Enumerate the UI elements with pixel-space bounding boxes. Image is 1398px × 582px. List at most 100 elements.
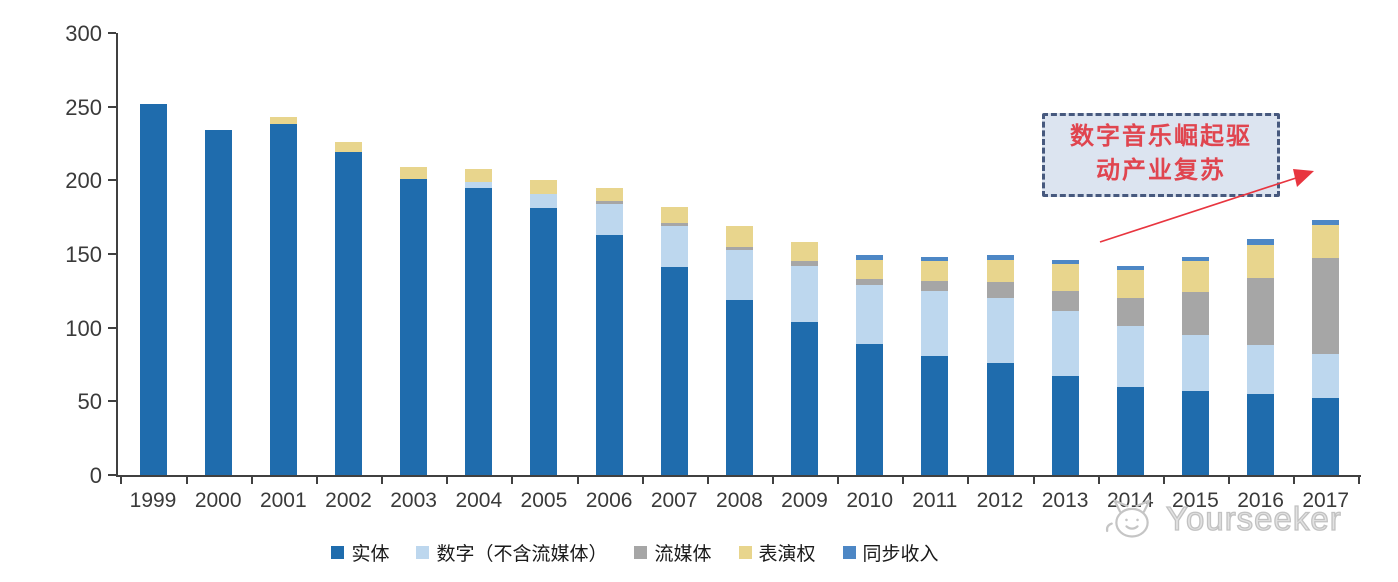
- bar-segment-2009: [791, 266, 818, 322]
- bar-segment-2007: [660, 267, 688, 475]
- x-tick-label: 2001: [259, 489, 307, 512]
- x-tick-label: 2016: [1237, 489, 1284, 512]
- bar-segment-2008: [725, 226, 753, 247]
- bar-segment-2016: [1247, 345, 1275, 394]
- bar-segment-2000: [204, 130, 232, 475]
- bar-segment-2016: [1247, 239, 1275, 245]
- bar-segment-2017: [1312, 354, 1340, 398]
- bar-segment-2009: [791, 242, 818, 261]
- bar-segment-2004: [465, 169, 493, 182]
- x-tick-label: 2010: [846, 489, 894, 512]
- y-tick-label: 50: [77, 389, 102, 415]
- bar-segment-2014: [1116, 326, 1144, 387]
- bar-segment-2010: [856, 260, 884, 279]
- y-tick-mark: [108, 326, 116, 329]
- legend-label: 实体: [351, 544, 390, 565]
- bar-segment-2013: [1051, 291, 1079, 311]
- x-tick-mark: [1293, 475, 1296, 484]
- y-tick-mark: [108, 179, 116, 182]
- bar-segment-2011: [921, 356, 949, 475]
- watermark-logo-icon: [1105, 499, 1151, 538]
- legend-swatch-icon: [634, 546, 648, 559]
- bar-segment-2011: [921, 291, 949, 356]
- legend-item: 流媒体: [634, 539, 712, 566]
- bar-segment-2010: [856, 279, 884, 285]
- bar-segment-2012: [986, 282, 1014, 298]
- bar-segment-2016: [1247, 394, 1275, 475]
- x-tick-mark: [641, 475, 644, 484]
- bar-segment-2012: [986, 298, 1014, 363]
- bar-segment-2016: [1247, 278, 1275, 345]
- bar-segment-2004: [465, 188, 493, 475]
- bar-segment-2003: [400, 167, 428, 179]
- x-tick-mark: [837, 475, 840, 484]
- x-tick-label: 2014: [1106, 489, 1154, 512]
- legend-label: 流媒体: [654, 544, 712, 565]
- bar-segment-2008: [725, 250, 753, 300]
- x-tick-mark: [1228, 475, 1230, 484]
- y-tick-label: 100: [65, 315, 102, 341]
- bar-segment-2011: [921, 261, 949, 281]
- bar-segment-2014: [1116, 266, 1144, 270]
- legend-swatch-icon: [416, 546, 430, 559]
- bar-segment-2013: [1051, 311, 1079, 376]
- bar-segment-2001: [269, 117, 297, 124]
- x-tick-mark: [381, 475, 383, 484]
- bar-segment-2010: [856, 285, 884, 344]
- y-tick-mark: [108, 32, 116, 34]
- x-tick-label: 2017: [1302, 489, 1350, 512]
- bar-segment-2013: [1051, 376, 1079, 475]
- bar-segment-2005: [530, 180, 558, 194]
- legend-swatch-icon: [738, 546, 752, 559]
- bar-segment-2012: [986, 260, 1014, 282]
- legend-item: 数字（不含流媒体）: [416, 539, 607, 566]
- x-axis: [116, 475, 1361, 477]
- bar-segment-2007: [660, 207, 688, 223]
- y-tick-label: 150: [65, 242, 102, 267]
- x-tick-label: 2009: [781, 489, 828, 512]
- x-tick-label: 2004: [455, 489, 503, 512]
- bar-segment-2002: [335, 152, 362, 475]
- bar-segment-2015: [1181, 335, 1209, 391]
- bar-segment-2017: [1312, 258, 1340, 354]
- bar-segment-2006: [595, 204, 623, 235]
- bar-segment-2015: [1181, 261, 1209, 292]
- bar-segment-2003: [400, 179, 428, 475]
- bar-segment-2011: [921, 257, 949, 261]
- legend-label: 同步收入: [862, 544, 939, 565]
- x-tick-mark: [967, 475, 970, 484]
- x-tick-label: 2000: [194, 489, 242, 512]
- bar-segment-2012: [986, 255, 1014, 260]
- legend-swatch-icon: [331, 546, 345, 559]
- x-tick-mark: [771, 475, 774, 484]
- annotation-text-line1: 数字音乐崛起驱: [1070, 124, 1252, 151]
- x-tick-label: 2008: [716, 489, 763, 512]
- y-tick-label: 250: [65, 94, 102, 120]
- bar-segment-2010: [856, 344, 884, 475]
- y-axis: [116, 33, 118, 477]
- annotation-box: 数字音乐崛起驱 动产业复苏: [1042, 113, 1280, 197]
- bar-segment-2015: [1181, 292, 1209, 335]
- bar-segment-2006: [595, 201, 623, 204]
- x-tick-mark: [250, 475, 253, 484]
- bar-segment-2017: [1312, 220, 1340, 225]
- bar-segment-2009: [791, 322, 818, 475]
- bar-segment-2004: [465, 182, 493, 188]
- y-tick-mark: [108, 253, 116, 255]
- bar-segment-1999: [139, 104, 167, 475]
- x-tick-label: 2013: [1041, 489, 1089, 512]
- bar-segment-2016: [1247, 245, 1275, 278]
- y-tick-mark: [108, 105, 116, 108]
- legend-item: 同步收入: [842, 539, 939, 566]
- x-tick-mark: [120, 475, 123, 484]
- bar-segment-2015: [1181, 391, 1209, 475]
- x-tick-label: 2003: [390, 489, 437, 512]
- bar-segment-2014: [1116, 270, 1144, 298]
- bar-segment-2010: [856, 255, 884, 260]
- bar-segment-2002: [335, 142, 362, 152]
- bar-segment-2015: [1181, 257, 1209, 261]
- y-tick-label: 300: [65, 21, 102, 46]
- x-tick-label: 2011: [912, 489, 958, 512]
- bar-segment-2013: [1051, 260, 1079, 264]
